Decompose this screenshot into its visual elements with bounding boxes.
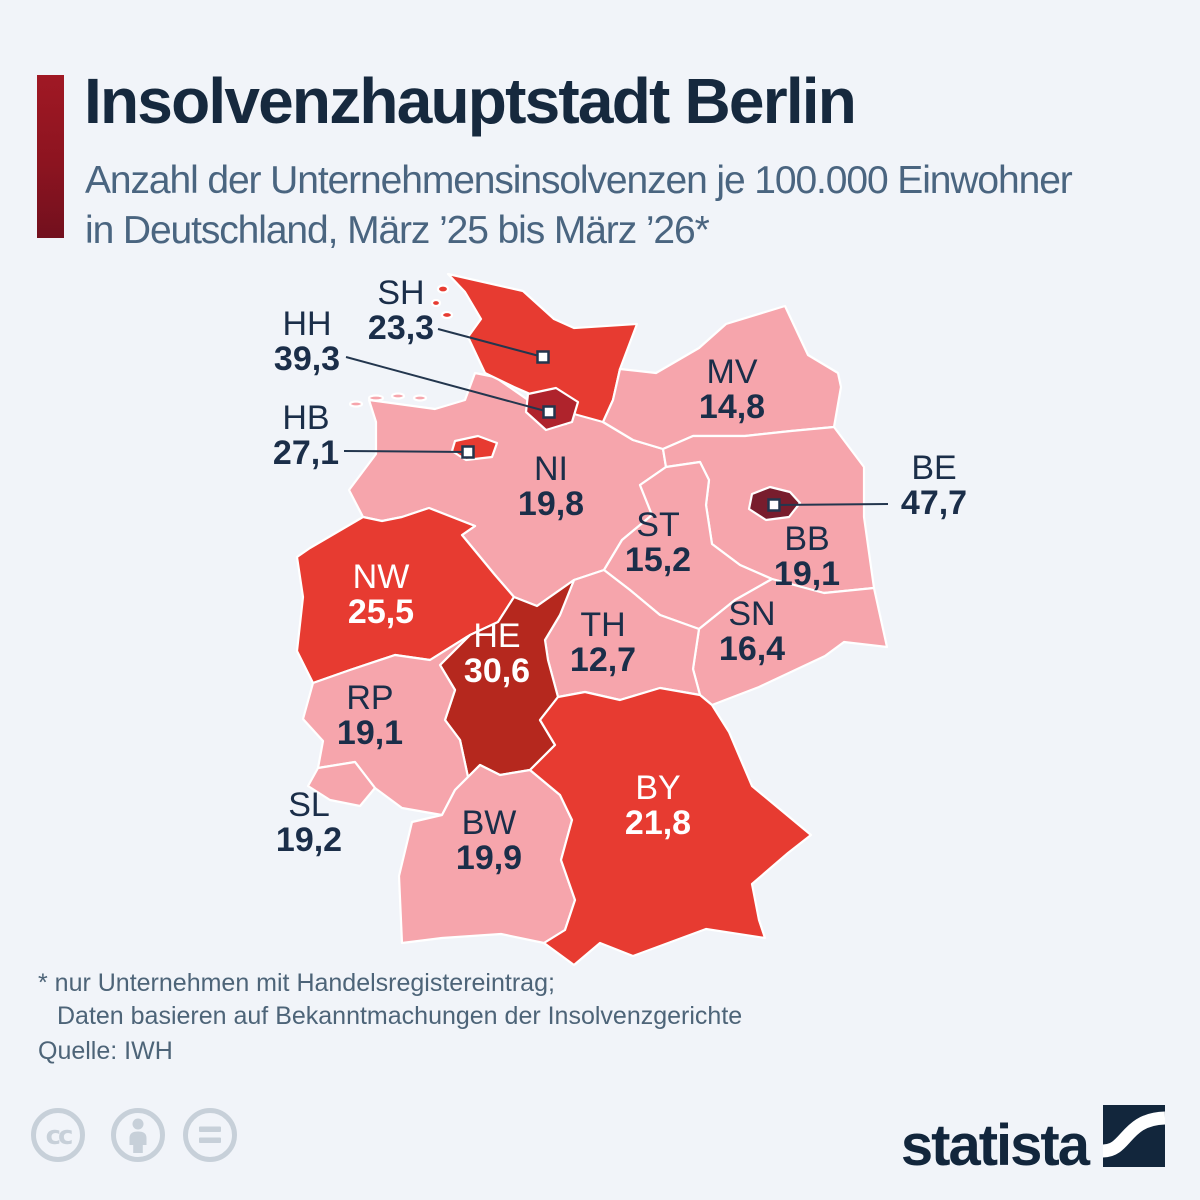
map-label-BE: BE 47,7 xyxy=(900,449,968,522)
no-derivatives-equals-icon xyxy=(183,1108,237,1162)
footnote-line-2: Daten basieren auf Bekanntmachungen der … xyxy=(57,1002,743,1030)
map-label-NW: NW 25,5 xyxy=(347,558,415,631)
map-label-NI: NI 19,8 xyxy=(517,450,585,523)
map-label-RP: RP 19,1 xyxy=(336,679,404,752)
map-label-BB: BB 19,1 xyxy=(773,520,841,593)
marker-SH xyxy=(536,350,550,364)
island-NI-3 xyxy=(390,392,406,400)
statista-logo-icon xyxy=(1103,1105,1165,1167)
state-shape-BY xyxy=(528,686,813,967)
island-NI-1 xyxy=(348,400,364,408)
map-label-BY: BY 21,8 xyxy=(624,769,692,842)
map-label-BW: BW 19,9 xyxy=(455,804,523,877)
svg-text:cc: cc xyxy=(46,1121,72,1151)
state-shape-SH xyxy=(446,272,639,424)
subtitle-line-1: Anzahl der Unternehmensinsolvenzen je 10… xyxy=(85,159,1073,202)
map-label-HB: HB 27,1 xyxy=(272,399,340,472)
cc-license-icons: cc xyxy=(31,1108,237,1162)
island-SH-3 xyxy=(440,310,454,320)
cc-icon: cc xyxy=(31,1108,85,1162)
attribution-person-icon xyxy=(111,1108,165,1162)
island-SH-1 xyxy=(436,284,450,294)
statista-logo-text: statista xyxy=(900,1113,1090,1178)
title-accent-bar xyxy=(37,75,64,238)
island-NI-2 xyxy=(367,394,385,402)
map-label-SL: SL 19,2 xyxy=(275,786,343,859)
subtitle-line-2: in Deutschland, März ’25 bis März ’26* xyxy=(85,209,710,252)
map-label-HH: HH 39,3 xyxy=(273,305,341,378)
leader-line-HB xyxy=(343,450,469,453)
map-label-SH: SH 23,3 xyxy=(367,274,435,347)
leader-line-SH xyxy=(437,328,544,358)
map-label-TH: TH 12,7 xyxy=(569,606,637,679)
footnote-line-1: * nur Unternehmen mit Handelsregisterein… xyxy=(38,969,555,997)
state-shape-SL xyxy=(306,760,377,808)
page-subtitle: Anzahl der Unternehmensinsolvenzen je 10… xyxy=(85,156,1073,256)
footnote: * nur Unternehmen mit Handelsregisterein… xyxy=(38,967,742,1033)
callout-leader-lines xyxy=(343,328,889,506)
marker-HB xyxy=(461,445,475,459)
island-SH-2 xyxy=(430,298,442,308)
statista-branding: statista xyxy=(901,1105,1165,1175)
island-NI-4 xyxy=(412,394,428,402)
map-label-ST: ST 15,2 xyxy=(624,506,692,579)
leader-line-BE xyxy=(773,503,889,506)
page-title: Insolvenzhauptstadt Berlin xyxy=(84,65,857,137)
marker-BE xyxy=(767,498,781,512)
map-label-HE: HE 30,6 xyxy=(463,617,531,690)
map-label-SN: SN 16,4 xyxy=(718,595,786,668)
source-text: Quelle: IWH xyxy=(38,1037,173,1065)
marker-HH xyxy=(542,405,556,419)
leader-line-HH xyxy=(345,356,550,413)
map-label-MV: MV 14,8 xyxy=(698,353,766,426)
callout-markers xyxy=(461,350,781,512)
